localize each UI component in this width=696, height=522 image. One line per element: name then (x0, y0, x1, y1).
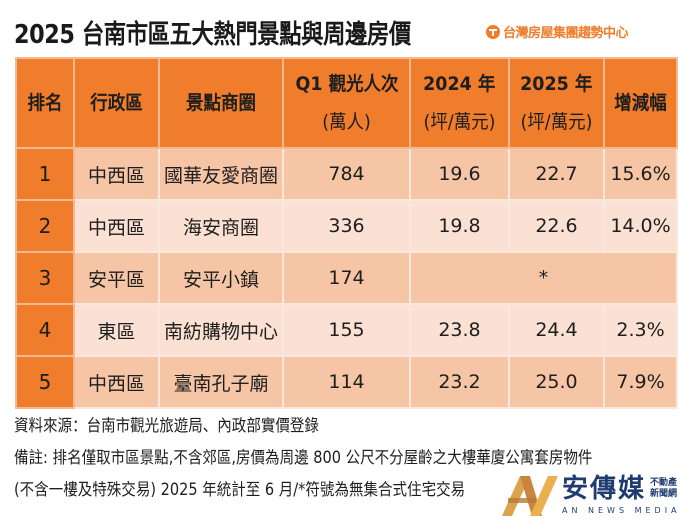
col-header-price-2024: 2024 年 (坪/萬元) (409, 57, 510, 149)
an-news-media-logo-icon (500, 470, 558, 518)
table-row: 5 中西區 臺南孔子廟 114 23.2 25.0 7.9% (15, 355, 678, 409)
rank-cell: 3 (15, 251, 75, 305)
table-row: 3 安平區 安平小鎮 174 * (15, 251, 678, 305)
change-cell: 15.6% (603, 147, 678, 201)
table-row: 1 中西區 國華友愛商圈 784 19.6 22.7 15.6% (15, 147, 678, 201)
price-2025-cell: 25.0 (508, 355, 605, 409)
price-2025-cell: 22.7 (508, 147, 605, 201)
brand-text: 台灣房屋集團趨勢中心 (503, 26, 629, 41)
watermark-tag: 不動產 新聞網 (650, 477, 678, 499)
price-2025-cell: 24.4 (508, 303, 605, 357)
col-header-district: 行政區 (73, 57, 160, 149)
no-data-merged-cell: * (409, 251, 678, 305)
district-cell: 中西區 (73, 199, 160, 253)
table-header-row: 排名 行政區 景點商圈 Q1 觀光人次 (萬人) 2024 年 (坪/萬元) 2… (15, 57, 678, 149)
source-note: 資料來源：台南市觀光旅遊局、內政部實價登錄 (14, 416, 319, 435)
visitors-cell: 155 (282, 303, 411, 357)
visitors-cell: 174 (282, 251, 411, 305)
col-header-price-2025: 2025 年 (坪/萬元) (508, 57, 605, 149)
district-cell: 東區 (73, 303, 160, 357)
col-header-change: 增減幅 (603, 57, 678, 149)
change-cell: 14.0% (603, 199, 678, 253)
remark-note-line-1: 備註: 排名僅取市區景點,不含郊區,房價為周邊 800 公尺不分屋齡之大樓華廈公… (14, 448, 593, 467)
spot-cell: 國華友愛商圈 (158, 147, 284, 201)
watermark-english: AN NEWS MEDIA (562, 505, 681, 515)
col-header-spot: 景點商圈 (158, 57, 284, 149)
change-cell: 7.9% (603, 355, 678, 409)
price-2024-cell: 19.8 (409, 199, 510, 253)
watermark-name: 安傳媒 (562, 473, 647, 504)
district-cell: 中西區 (73, 147, 160, 201)
rank-cell: 2 (15, 199, 75, 253)
footnotes: 資料來源：台南市觀光旅遊局、內政部實價登錄 備註: 排名僅取市區景點,不含郊區,… (14, 410, 694, 506)
table-row: 4 東區 南紡購物中心 155 23.8 24.4 2.3% (15, 303, 678, 357)
price-2024-cell: 23.2 (409, 355, 510, 409)
price-2025-cell: 22.6 (508, 199, 605, 253)
brand-logo: 台灣房屋集團趨勢中心 (486, 22, 629, 41)
spot-cell: 海安商圈 (158, 199, 284, 253)
spot-cell: 臺南孔子廟 (158, 355, 284, 409)
price-2024-cell: 19.6 (409, 147, 510, 201)
rank-cell: 1 (15, 147, 75, 201)
remark-note-line-2: (不含一樓及特殊交易) 2025 年統計至 6 月/*符號為無集合式住宅交易 (14, 480, 466, 499)
spot-cell: 安平小鎮 (158, 251, 284, 305)
page-title: 2025 台南市區五大熱門景點與周邊房價 (14, 19, 411, 50)
table-row: 2 中西區 海安商圈 336 19.8 22.6 14.0% (15, 199, 678, 253)
hotspots-price-table: 排名 行政區 景點商圈 Q1 觀光人次 (萬人) 2024 年 (坪/萬元) 2… (15, 57, 678, 409)
col-header-rank: 排名 (15, 57, 75, 149)
visitors-cell: 114 (282, 355, 411, 409)
district-cell: 安平區 (73, 251, 160, 305)
title-row: 2025 台南市區五大熱門景點與周邊房價 (14, 12, 694, 52)
district-cell: 中西區 (73, 355, 160, 409)
change-cell: 2.3% (603, 303, 678, 357)
rank-cell: 5 (15, 355, 75, 409)
visitors-cell: 336 (282, 199, 411, 253)
an-news-media-watermark: 安傳媒 不動產 新聞網 AN NEWS MEDIA (500, 466, 696, 522)
spot-cell: 南紡購物中心 (158, 303, 284, 357)
price-2024-cell: 23.8 (409, 303, 510, 357)
taiwan-realty-logo-icon (486, 24, 500, 39)
rank-cell: 4 (15, 303, 75, 357)
visitors-cell: 784 (282, 147, 411, 201)
col-header-visitors: Q1 觀光人次 (萬人) (282, 57, 411, 149)
